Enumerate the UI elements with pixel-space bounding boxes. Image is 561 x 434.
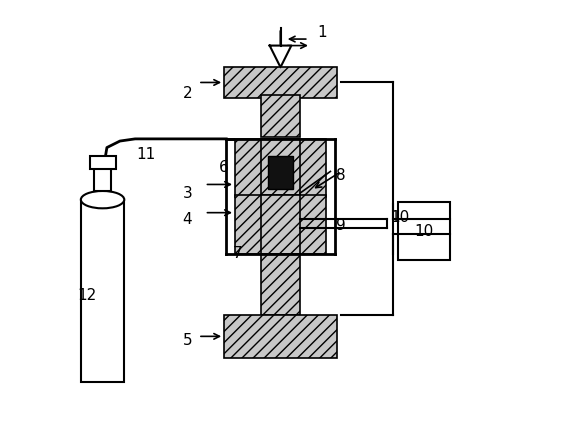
Text: 11: 11 [136,147,155,161]
Bar [261,95,300,137]
Text: 12: 12 [78,288,97,302]
Bar [224,67,337,98]
Bar [235,195,326,254]
Bar [268,156,293,189]
Bar [94,167,111,191]
Text: 5: 5 [182,333,192,348]
Polygon shape [270,46,291,67]
Text: 6: 6 [219,160,229,174]
Bar [398,202,450,260]
Bar [261,195,300,254]
Text: 1: 1 [317,25,327,40]
Bar [224,315,337,358]
Bar [261,254,300,315]
Text: 4: 4 [182,212,192,227]
Ellipse shape [81,191,124,208]
Text: 8: 8 [337,168,346,183]
Text: 10: 10 [414,224,433,239]
Text: 2: 2 [182,86,192,101]
Text: 9: 9 [337,218,346,233]
Bar [235,139,326,197]
Text: 10: 10 [390,210,410,224]
Text: 3: 3 [182,186,192,201]
Bar [261,139,300,197]
Text: 7: 7 [232,247,242,261]
Bar [81,200,124,382]
Bar [90,156,116,169]
